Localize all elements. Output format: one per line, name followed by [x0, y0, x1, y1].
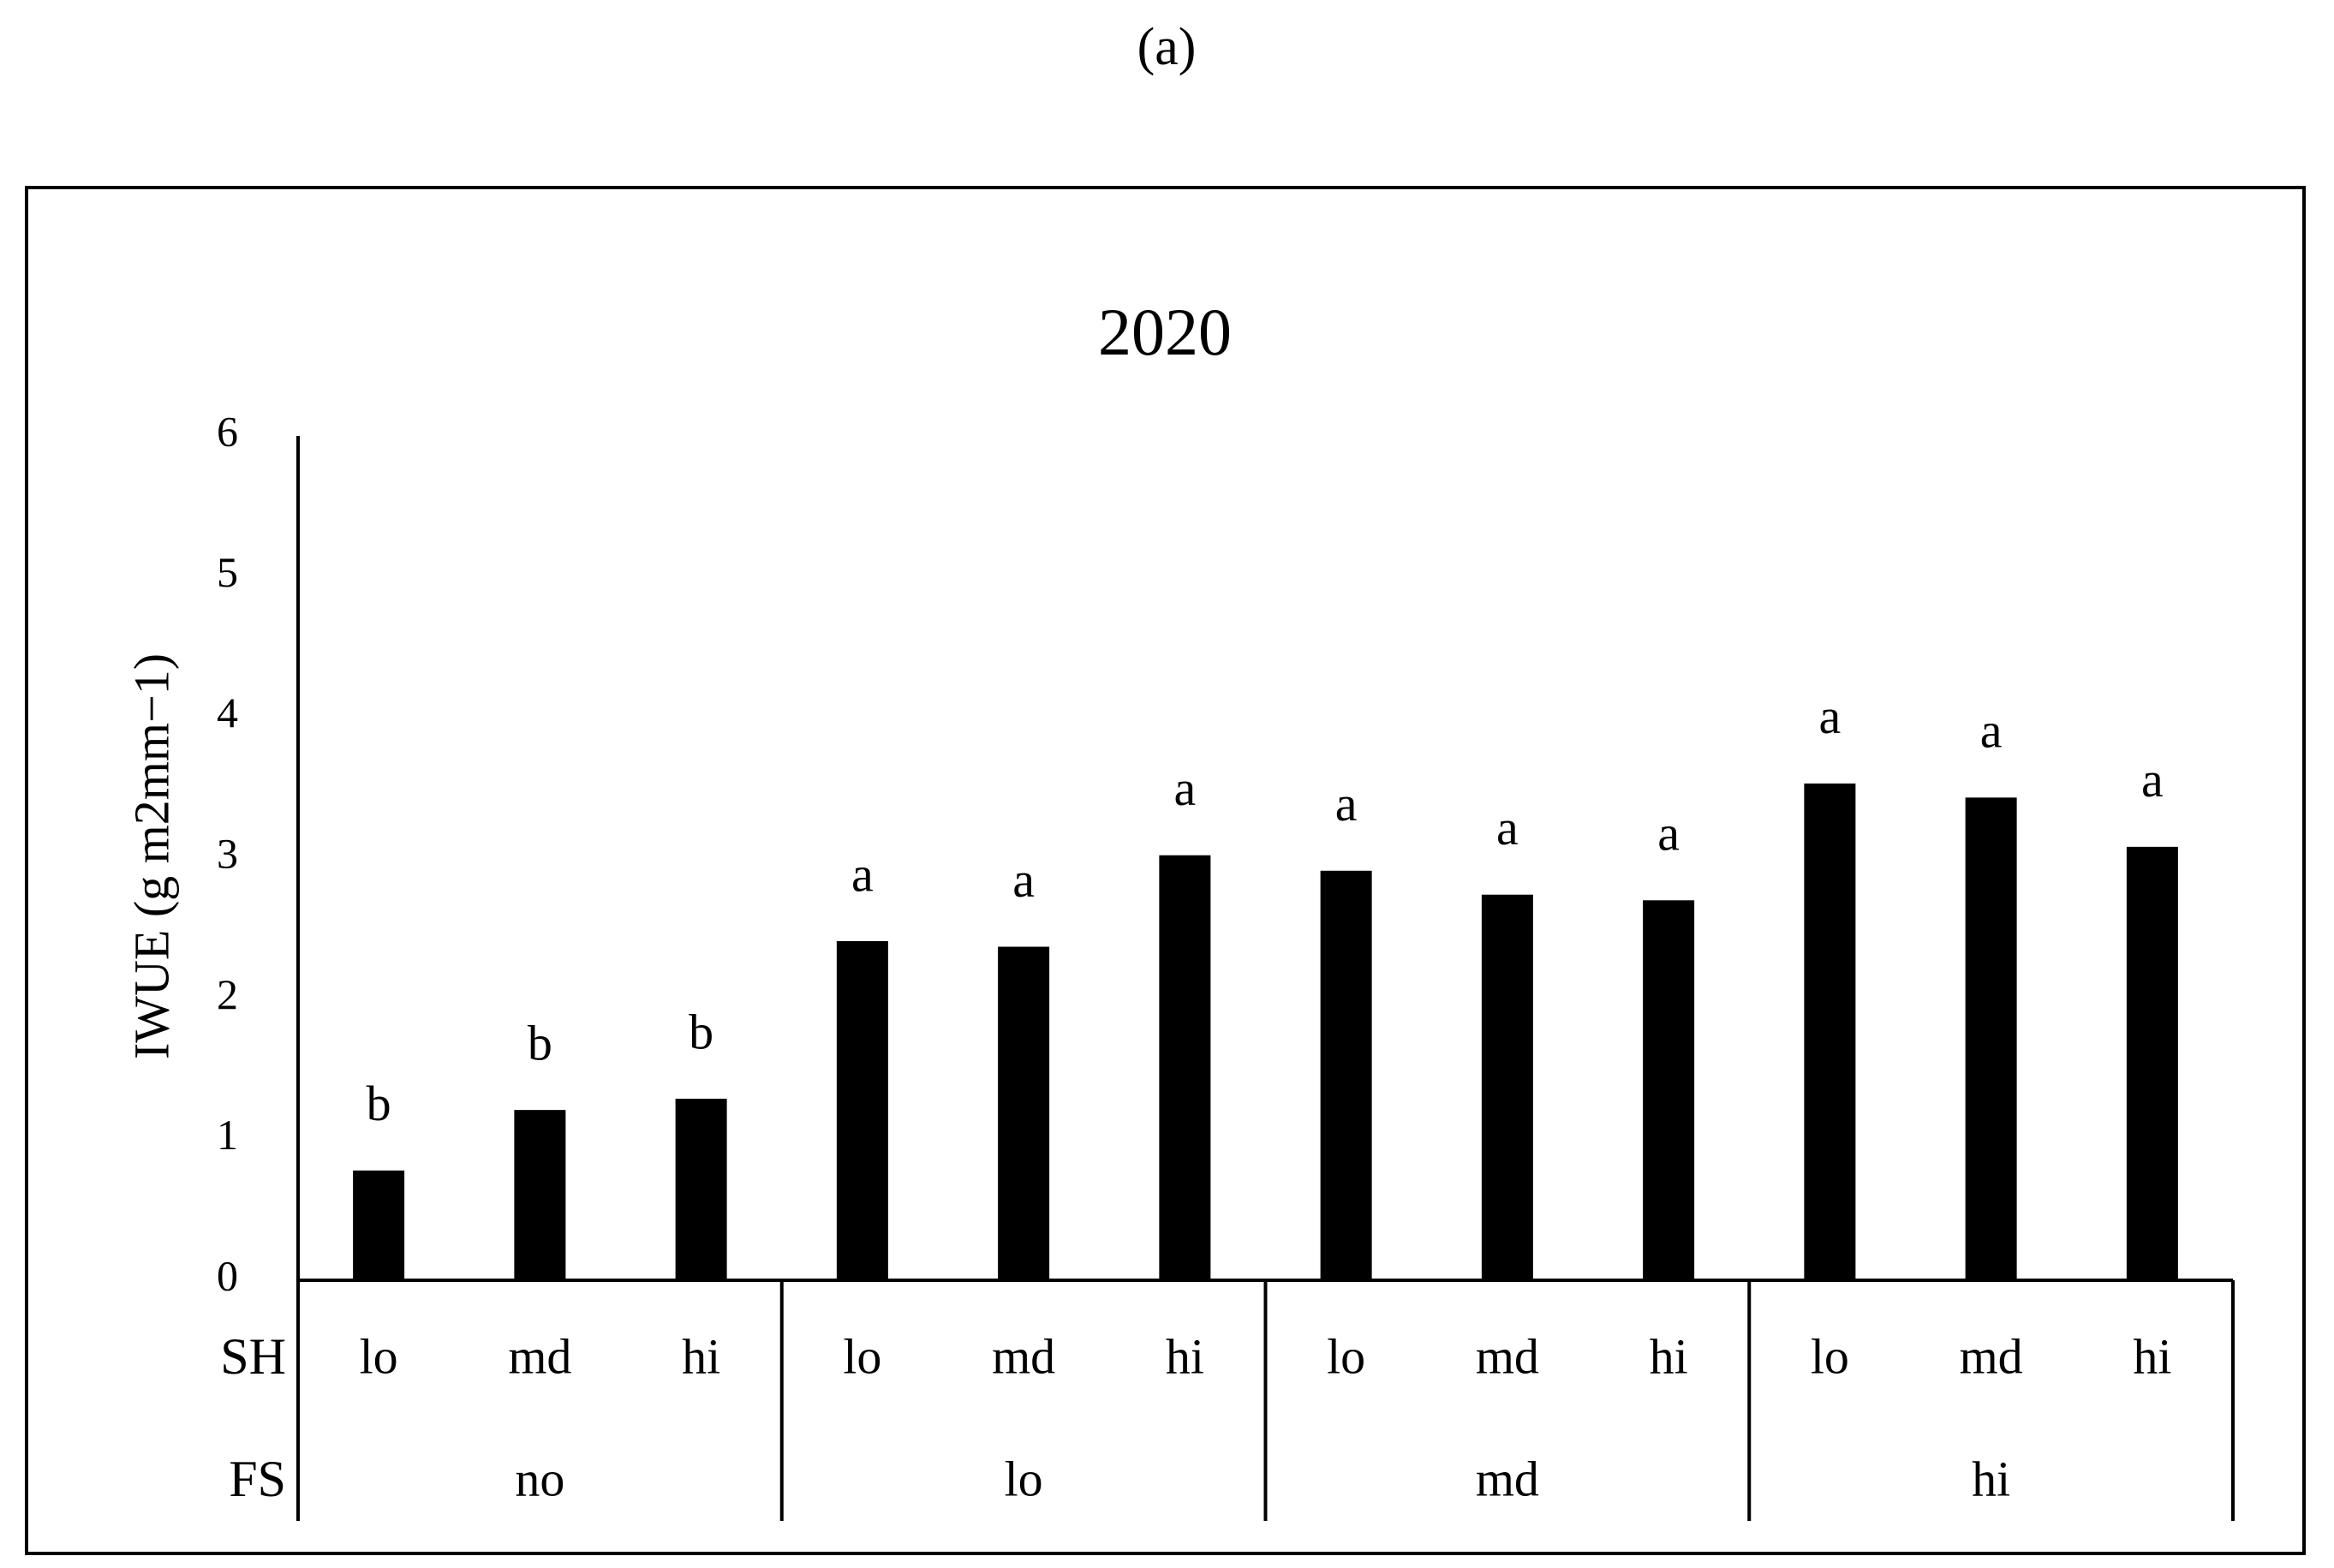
y-tick-label: 4 [217, 689, 238, 736]
x-tick-label: hi [2133, 1328, 2171, 1384]
bar [675, 1099, 727, 1280]
value-label: a [1012, 852, 1035, 908]
row-label: FS [229, 1451, 286, 1507]
bar [998, 946, 1050, 1280]
value-label: a [851, 846, 874, 902]
y-axis-label: IWUE (g m2mm−1) [123, 653, 179, 1059]
bar [1320, 870, 1372, 1280]
group-label: no [515, 1451, 564, 1506]
x-tick-label: lo [843, 1328, 881, 1384]
value-label: a [1980, 703, 2003, 759]
bar [1481, 894, 1533, 1280]
y-tick-label: 3 [217, 829, 238, 877]
value-label: a [1657, 806, 1680, 862]
bar [353, 1170, 405, 1280]
y-tick-label: 6 [217, 407, 238, 455]
bar [1965, 797, 2017, 1280]
x-tick-label: md [1960, 1328, 2023, 1384]
value-label: a [1174, 760, 1197, 816]
y-tick-label: 0 [217, 1251, 238, 1299]
value-label: b [689, 1004, 713, 1059]
y-tick-label: 1 [217, 1111, 238, 1159]
value-label: a [2141, 752, 2164, 808]
y-tick-label: 2 [217, 970, 238, 1018]
bar [514, 1110, 566, 1280]
group-label: md [1476, 1451, 1539, 1506]
value-label: a [1335, 776, 1358, 832]
x-tick-label: hi [1166, 1328, 1204, 1384]
x-tick-label: md [508, 1328, 571, 1384]
bar [1804, 783, 1856, 1280]
panel-label: (a) [1137, 18, 1197, 76]
bar [836, 940, 888, 1280]
bar [2126, 846, 2178, 1280]
x-tick-label: md [992, 1328, 1055, 1384]
chart-title: 2020 [1098, 295, 1232, 369]
x-tick-label: lo [360, 1328, 398, 1384]
group-label: lo [1005, 1451, 1043, 1506]
value-label: a [1819, 689, 1842, 744]
x-tick-label: md [1476, 1328, 1539, 1384]
value-label: b [528, 1015, 552, 1070]
bar [1159, 855, 1211, 1280]
x-tick-label: lo [1327, 1328, 1365, 1384]
y-tick-label: 5 [217, 548, 238, 596]
row-label: SH [220, 1328, 286, 1385]
value-label: b [367, 1076, 391, 1131]
x-tick-label: lo [1811, 1328, 1849, 1384]
x-tick-label: hi [1650, 1328, 1688, 1384]
bar [1643, 900, 1695, 1280]
x-tick-label: hi [682, 1328, 720, 1384]
frame [25, 186, 2306, 1555]
value-label: a [1496, 800, 1519, 856]
group-label: hi [1972, 1451, 2010, 1506]
